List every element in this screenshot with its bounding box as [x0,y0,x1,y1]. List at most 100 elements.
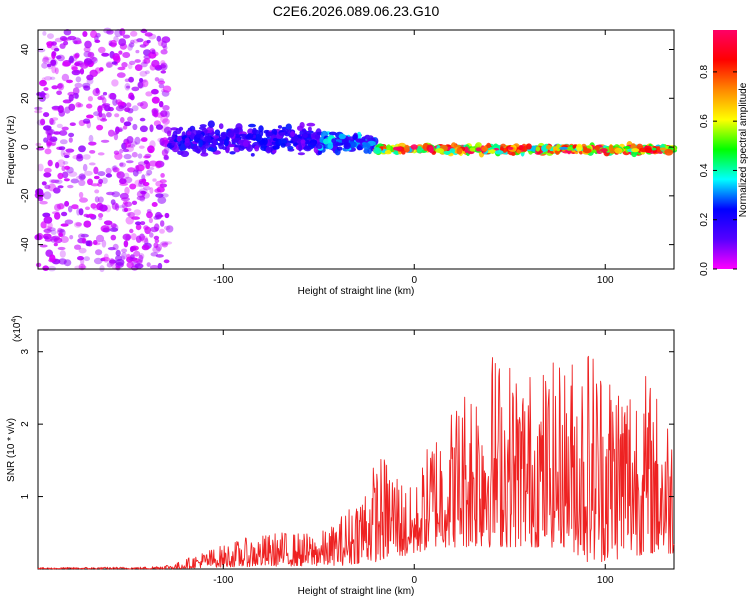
heatmap-cell [416,146,423,154]
heatmap-cell [130,265,139,271]
heatmap-cell [63,178,70,182]
heatmap-cell [184,137,190,143]
heatmap-cell [37,163,44,172]
heatmap-cell [131,105,139,112]
heatmap-cell [526,143,532,150]
heatmap-cell [119,148,124,154]
heatmap-cell [50,138,57,146]
heatmap-cell [112,98,118,106]
heatmap-cell [149,167,155,170]
heatmap-cell [122,52,131,58]
heatmap-cell [96,124,104,131]
heatmap-cell [123,240,129,248]
heatmap-cell [333,141,340,147]
heatmap-cell [131,86,140,92]
heatmap-cell [192,145,199,152]
heatmap-cell [71,66,78,71]
heatmap-cell [55,162,60,169]
heatmap-cell [102,91,108,96]
heatmap-cell [163,156,170,161]
heatmap-cell [281,132,286,136]
y-tick-label: 0 [20,144,31,150]
heatmap-cell [162,105,170,111]
heatmap-cell [93,175,100,180]
heatmap-cell [594,145,600,151]
heatmap-cell [486,142,491,149]
heatmap-cell [223,138,229,147]
heatmap-cell [141,244,150,251]
heatmap-cell [78,173,86,181]
heatmap-cell [220,131,228,138]
heatmap-cell [83,256,91,262]
heatmap-cell [149,140,156,149]
heatmap-cell [105,167,112,174]
heatmap-cell [139,44,147,48]
heatmap-cell [160,110,168,117]
heatmap-cell [80,265,87,269]
heatmap-cell [121,248,128,253]
heatmap-cell [83,213,89,218]
heatmap-cell [229,151,236,155]
heatmap-cell [59,43,66,49]
spectrogram-x-label: Height of straight line (km) [298,286,415,297]
heatmap-cell [89,150,96,154]
heatmap-cell [176,135,182,142]
heatmap-cell [160,49,168,55]
heatmap-cell [107,92,116,100]
heatmap-cell [151,108,159,114]
heatmap-cell [428,146,434,154]
y-tick-label: -40 [20,237,31,252]
colorbar-tick-label: 0.2 [699,212,710,226]
heatmap-cell [75,102,82,108]
heatmap-cell [148,160,158,167]
heatmap-cell [200,152,209,157]
heatmap-cell [84,170,93,176]
snr-multiplier-exp: 4 [11,319,18,323]
heatmap-cell [140,190,147,195]
heatmap-cell [53,187,61,194]
heatmap-cell [292,135,299,142]
heatmap-cell [199,124,207,128]
heatmap-cell [116,171,125,179]
heatmap-cell [57,83,63,89]
heatmap-cell [116,72,126,78]
heatmap-cell [153,235,160,240]
heatmap-cell [61,171,69,179]
heatmap-cell [61,211,68,217]
heatmap-cell [97,171,106,177]
heatmap-cell [456,147,463,155]
y-tick-label: 40 [20,44,31,56]
heatmap-cell [565,146,574,151]
heatmap-cell [212,139,217,147]
heatmap-cell [68,57,75,64]
heatmap-cell [77,256,84,261]
heatmap-cell [58,232,64,237]
heatmap-cell [158,101,164,108]
heatmap-cell [43,57,53,60]
heatmap-cell [58,130,68,136]
heatmap-cell [113,132,119,141]
heatmap-cell [56,123,63,129]
heatmap-cell [79,197,88,203]
heatmap-cell [64,200,70,207]
heatmap-cell [74,244,82,250]
heatmap-cell [98,213,104,218]
heatmap-cell [114,113,120,118]
heatmap-cell [109,92,117,100]
heatmap-cell [164,241,173,245]
heatmap-cell [83,85,91,91]
heatmap-cell [86,103,93,109]
colorbar-tick-label: 0.0 [699,262,710,276]
heatmap-cell [163,259,170,264]
heatmap-cell [152,246,161,253]
heatmap-cell [153,242,159,249]
heatmap-cell [92,88,101,97]
heatmap-cell [145,173,151,177]
heatmap-cell [112,165,118,173]
heatmap-cell [64,165,70,170]
heatmap-cell [62,161,69,165]
heatmap-cell [129,183,137,190]
heatmap-cell [128,42,135,48]
heatmap-cell [108,129,115,137]
heatmap-cell [150,252,159,257]
